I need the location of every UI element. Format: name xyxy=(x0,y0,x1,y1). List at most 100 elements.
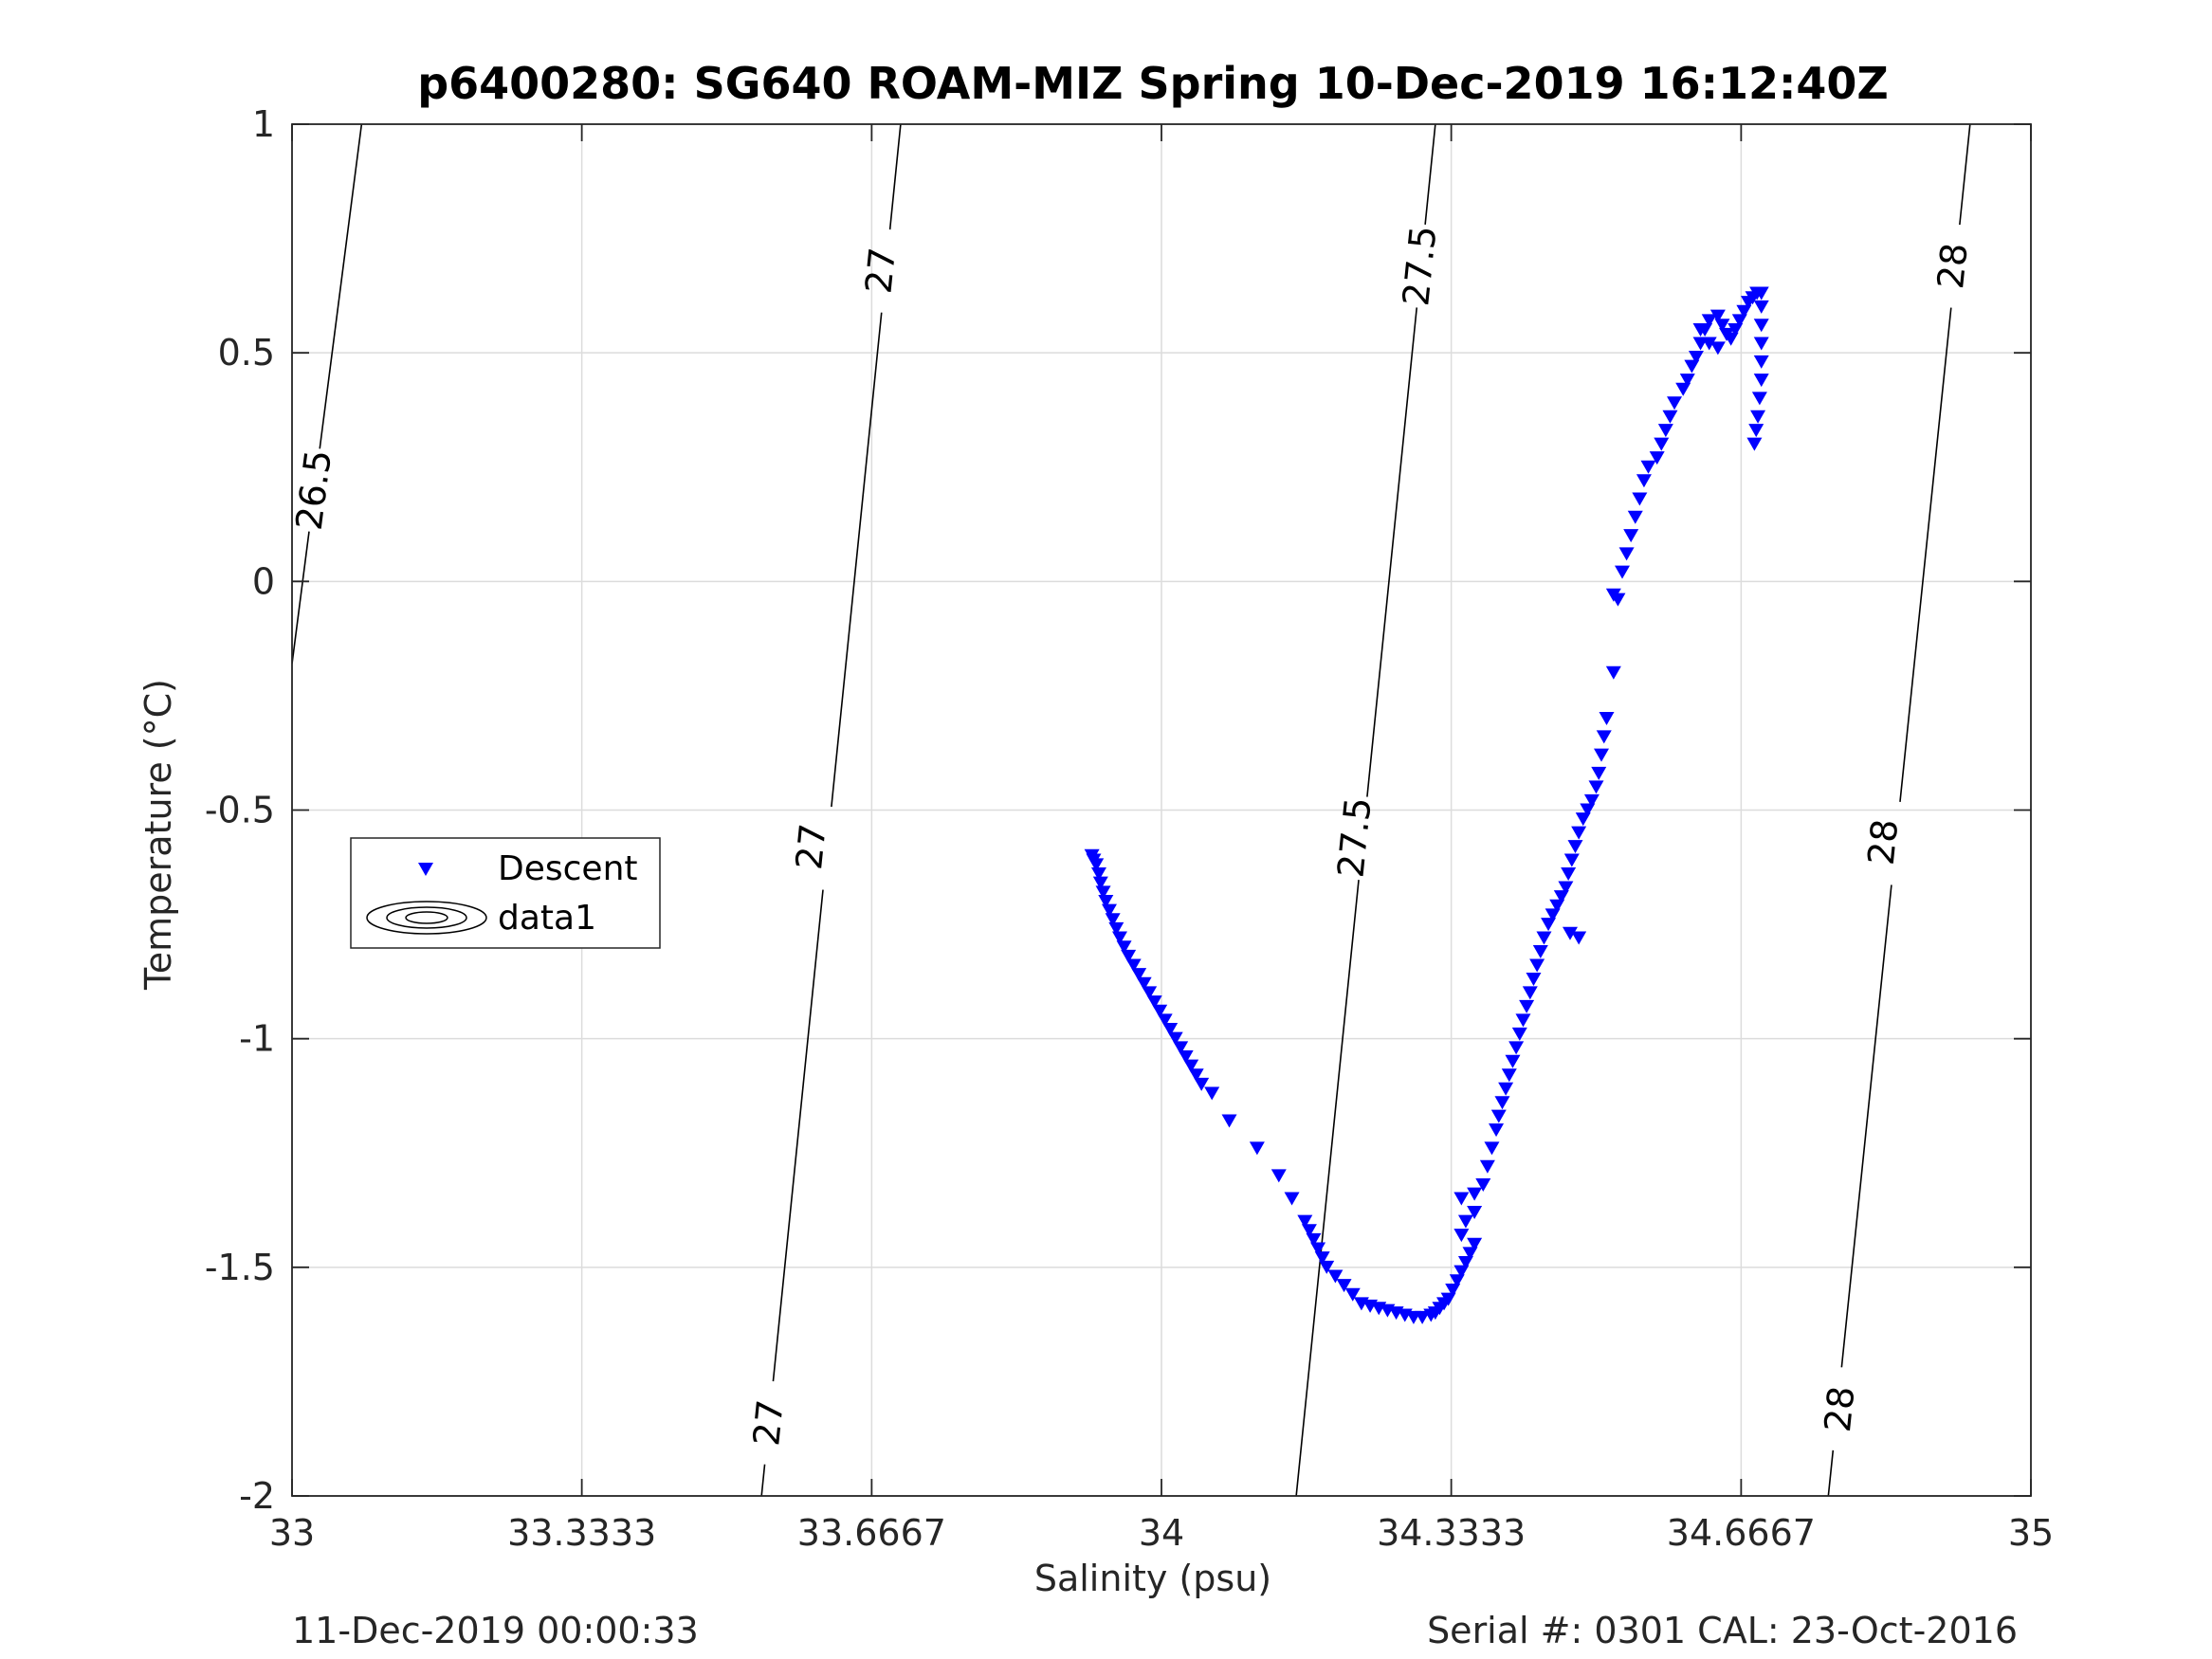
descent-point xyxy=(1714,319,1730,333)
y-tick-label: 0.5 xyxy=(218,332,275,374)
legend-descent-marker xyxy=(418,863,433,876)
descent-point xyxy=(1519,999,1535,1013)
descent-point xyxy=(1090,867,1106,882)
descent-point xyxy=(1679,374,1695,388)
descent-point xyxy=(1594,748,1610,762)
descent-point xyxy=(1591,766,1607,780)
legend-contour-icon xyxy=(366,901,487,935)
descent-point xyxy=(1541,918,1557,932)
descent-point xyxy=(1116,940,1132,955)
isopycnal-label-28: 28 xyxy=(1860,817,1907,867)
footer-timestamp: 11-Dec-2019 00:00:33 xyxy=(292,1610,699,1651)
descent-point xyxy=(1249,1141,1265,1156)
descent-point xyxy=(1675,382,1691,396)
descent-point xyxy=(1494,1096,1510,1110)
descent-point xyxy=(1701,337,1717,351)
chart-title: p6400280: SG640 ROAM-MIZ Spring 10-Dec-2… xyxy=(417,58,1889,109)
isopycnal-line-26.5 xyxy=(319,124,363,449)
isopycnal-label-27.5: 27.5 xyxy=(1395,224,1444,308)
descent-point xyxy=(1306,1232,1322,1247)
legend-descent-label: Descent xyxy=(498,849,638,888)
isopycnal-label-27: 27 xyxy=(788,822,834,872)
descent-point xyxy=(1549,899,1565,913)
descent-point xyxy=(1529,958,1545,973)
descent-point xyxy=(1736,304,1752,319)
y-tick-label: -2 xyxy=(239,1475,275,1517)
descent-point xyxy=(1567,840,1583,854)
isopycnal-line-27.5 xyxy=(1295,880,1360,1496)
descent-point xyxy=(1692,323,1709,337)
y-tick-label: -1 xyxy=(239,1018,275,1060)
x-tick-label: 34 xyxy=(1139,1512,1184,1554)
descent-point xyxy=(1136,976,1152,991)
descent-point xyxy=(1753,319,1769,333)
x-tick-label: 34.6667 xyxy=(1667,1512,1816,1554)
y-tick-label: -1.5 xyxy=(205,1247,275,1288)
descent-point xyxy=(1753,374,1769,388)
descent-point xyxy=(1746,437,1763,451)
descent-point xyxy=(1750,410,1766,424)
descent-point xyxy=(1098,894,1114,908)
descent-point xyxy=(1301,1224,1317,1238)
descent-point xyxy=(1545,908,1561,922)
descent-point xyxy=(1092,876,1108,890)
descent-point xyxy=(1157,1013,1173,1028)
descent-point xyxy=(1618,547,1635,561)
descent-point xyxy=(1297,1214,1313,1229)
descent-point xyxy=(1152,1004,1168,1018)
descent-point xyxy=(1475,1178,1491,1193)
descent-point xyxy=(1751,392,1767,406)
descent-point xyxy=(1640,460,1656,474)
descent-point xyxy=(1627,510,1643,524)
x-axis-label: Salinity (psu) xyxy=(1034,1558,1271,1599)
isopycnal-line-28 xyxy=(1827,1449,1835,1496)
descent-point xyxy=(1575,812,1591,827)
descent-point xyxy=(1183,1059,1199,1073)
descent-point xyxy=(1657,424,1673,438)
descent-point xyxy=(1146,995,1162,1010)
descent-point xyxy=(1748,424,1764,438)
descent-point xyxy=(1588,780,1604,794)
descent-point xyxy=(1457,1256,1473,1270)
descent-point xyxy=(1131,968,1147,982)
descent-point xyxy=(1489,1123,1505,1138)
descent-point xyxy=(1684,359,1700,374)
isopycnal-line-27 xyxy=(760,1464,766,1496)
descent-point xyxy=(1561,867,1577,882)
descent-point xyxy=(1536,931,1552,945)
descent-point xyxy=(1632,492,1648,506)
descent-point xyxy=(1453,1192,1470,1206)
descent-point xyxy=(1194,1077,1210,1091)
descent-point xyxy=(1562,926,1578,940)
descent-point xyxy=(1688,350,1704,364)
descent-point xyxy=(1453,1265,1470,1279)
legend: Descent data1 xyxy=(350,837,661,949)
descent-point xyxy=(1532,945,1548,959)
isopycnal-line-27 xyxy=(772,889,824,1382)
y-tick-label: -0.5 xyxy=(205,790,275,831)
descent-point xyxy=(1583,793,1600,808)
descent-point xyxy=(1701,314,1717,328)
isopycnal-label-26.5: 26.5 xyxy=(288,447,339,533)
descent-point xyxy=(1753,337,1769,351)
descent-point xyxy=(1709,341,1726,356)
descent-point xyxy=(1596,730,1612,744)
legend-box xyxy=(350,837,661,949)
descent-point xyxy=(1753,300,1769,314)
descent-point xyxy=(1753,286,1769,301)
descent-point xyxy=(1505,1054,1521,1068)
descent-point xyxy=(1271,1169,1287,1183)
descent-point xyxy=(1221,1114,1237,1128)
descent-point xyxy=(1336,1279,1352,1293)
descent-point xyxy=(1467,1205,1483,1219)
descent-point xyxy=(1188,1068,1204,1083)
descent-point xyxy=(1662,410,1678,424)
footer-serial-cal: Serial #: 0301 CAL: 23-Oct-2016 xyxy=(1427,1610,2018,1651)
descent-point xyxy=(1344,1287,1361,1302)
isopycnal-line-28 xyxy=(1899,307,1952,802)
isopycnal-label-27.5: 27.5 xyxy=(1329,795,1379,880)
descent-point xyxy=(1479,1159,1495,1174)
descent-point xyxy=(1508,1041,1525,1055)
isopycnal-line-26.5 xyxy=(292,531,310,665)
